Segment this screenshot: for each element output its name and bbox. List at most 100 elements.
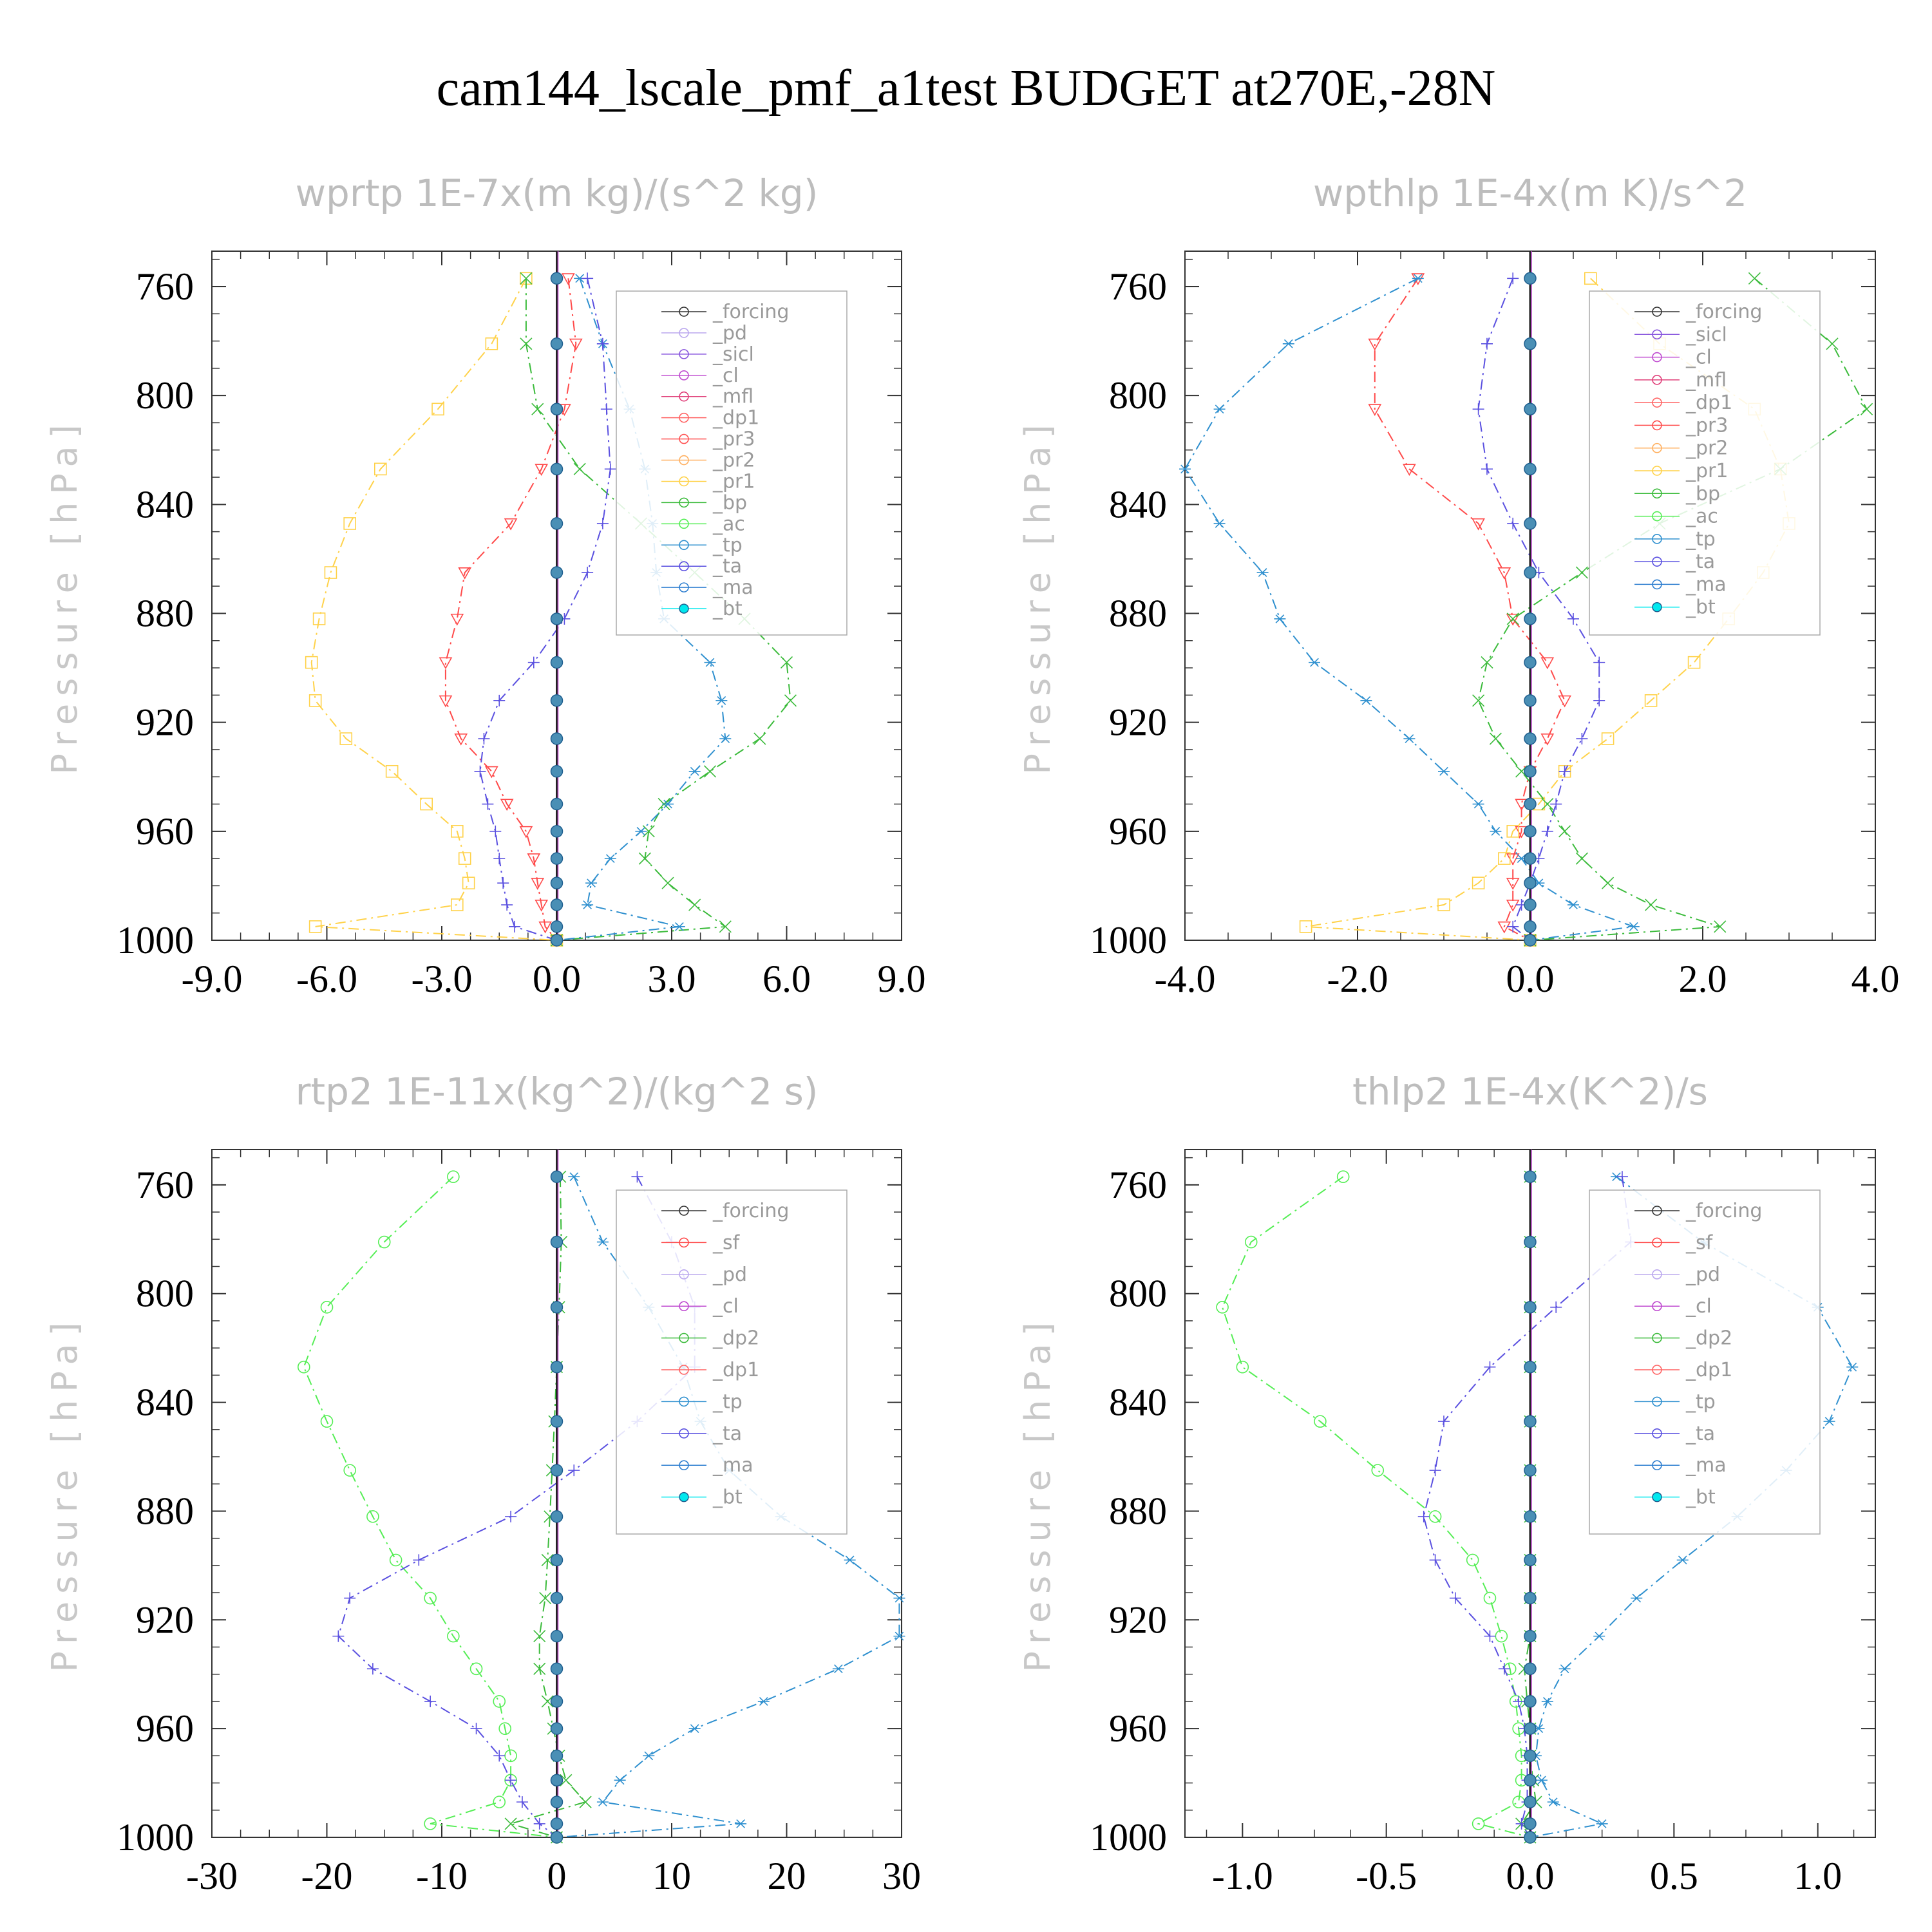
- legend-marker: [679, 412, 689, 423]
- zero-series-marker: [1524, 566, 1537, 579]
- legend-label: _tp: [712, 1390, 743, 1413]
- data-point-dp1: [493, 1795, 506, 1808]
- data-point-pr3: [450, 613, 464, 626]
- data-point-ta: [482, 798, 494, 810]
- y-tick-label: 800: [1109, 374, 1167, 417]
- data-point-bp: [661, 876, 674, 889]
- data-point-tp: [715, 696, 728, 705]
- zero-series-marker: [550, 1722, 564, 1735]
- data-point-pr1: [312, 612, 326, 625]
- data-point-tp: [585, 878, 598, 888]
- legend-label: _ac: [712, 513, 745, 535]
- data-point-pr3: [527, 853, 541, 866]
- zero-series-marker: [1524, 1629, 1537, 1643]
- legend-label: _dp1: [712, 1359, 759, 1381]
- zero-series-marker: [550, 1817, 564, 1830]
- data-point-tp: [1541, 1697, 1553, 1706]
- data-point-pr3: [538, 921, 553, 934]
- legend-box: [616, 1189, 848, 1535]
- data-point-tp: [1547, 1797, 1559, 1806]
- zero-series-marker: [1524, 1235, 1537, 1249]
- legend-label: _cl: [1685, 1295, 1712, 1318]
- data-point-pr3: [531, 878, 545, 890]
- legend-label: _sf: [712, 1231, 741, 1254]
- data-point-pr1: [1437, 898, 1450, 911]
- legend-label: _pr3: [712, 428, 755, 451]
- legend-label: _sicl: [1685, 323, 1727, 346]
- data-point-tp: [1360, 696, 1372, 705]
- data-point-ta: [1593, 656, 1605, 668]
- x-tick-label: -2.0: [1327, 958, 1388, 1000]
- data-point-pr3: [1411, 273, 1425, 285]
- legend-label: _bt: [1685, 596, 1716, 619]
- data-point-ta: [1576, 733, 1588, 745]
- data-point-tp: [604, 854, 616, 863]
- data-point-pr3: [484, 766, 498, 779]
- data-point-ta: [1507, 517, 1519, 529]
- data-point-ta: [509, 920, 521, 933]
- legend-label: _cl: [1685, 346, 1712, 369]
- data-point-pr3: [535, 900, 549, 912]
- legend-marker: [679, 1332, 689, 1343]
- data-point-pr1: [339, 732, 353, 745]
- x-tick-label: 0.0: [533, 958, 581, 1000]
- y-tick-label: 800: [1109, 1273, 1167, 1315]
- legend-marker: [679, 561, 689, 572]
- data-point-ta: [505, 1774, 517, 1786]
- zero-series-marker: [550, 852, 564, 865]
- data-point-tp: [568, 1172, 580, 1182]
- legend-marker: [1652, 1301, 1662, 1311]
- legend-marker: [679, 1237, 689, 1248]
- legend-box: [1589, 1189, 1821, 1535]
- legend-marker: [679, 540, 689, 551]
- zero-series-marker: [550, 1510, 564, 1523]
- zero-series-marker: [1524, 934, 1537, 947]
- data-point-pr3: [1497, 921, 1511, 934]
- data-point-pr3: [1506, 613, 1520, 626]
- x-tick-label: 10: [652, 1855, 691, 1897]
- data-point-bp: [784, 694, 797, 707]
- legend-marker: [679, 497, 689, 508]
- x-tick-label: -0.5: [1356, 1855, 1417, 1897]
- data-point-dp1: [447, 1629, 460, 1643]
- data-point-ta: [596, 337, 609, 350]
- data-point-ta: [533, 1817, 545, 1830]
- data-point-tp: [1412, 274, 1424, 283]
- legend-label: _bt: [712, 598, 743, 620]
- legend-marker: [1652, 556, 1662, 567]
- legend-marker: [1652, 466, 1662, 476]
- data-point-tp: [662, 799, 674, 809]
- zero-series-marker: [1524, 898, 1537, 911]
- data-point-pr1: [431, 402, 444, 416]
- data-point-pr3: [1540, 734, 1555, 746]
- zero-series-marker: [1524, 1817, 1537, 1830]
- legend-label: _pd: [1685, 1264, 1720, 1286]
- y-tick-label: 920: [1109, 1598, 1167, 1641]
- zero-series-marker: [550, 1695, 564, 1708]
- data-point-ta: [1507, 920, 1519, 933]
- legend-marker: [679, 391, 689, 402]
- data-point-ta: [1472, 403, 1484, 415]
- y-tick-label: 760: [136, 265, 194, 308]
- data-point-ta: [493, 1750, 506, 1762]
- data-point-ta: [1567, 612, 1579, 625]
- legend-label: _tp: [1685, 528, 1716, 551]
- y-tick-label: 840: [1109, 483, 1167, 526]
- legend-marker: [679, 1206, 689, 1216]
- legend-marker: [1652, 1396, 1662, 1407]
- y-tick-label: 880: [136, 1490, 194, 1532]
- legend-label: _forcing: [712, 301, 789, 323]
- data-point-ta: [527, 656, 540, 668]
- zero-series-marker: [550, 732, 564, 745]
- zero-series-marker: [1524, 852, 1537, 865]
- data-point-ta: [582, 567, 594, 579]
- data-point-tp: [1282, 339, 1294, 348]
- zero-series-marker: [550, 765, 564, 778]
- data-point-tp: [1823, 1417, 1835, 1426]
- data-point-ta: [596, 517, 609, 529]
- zero-series-marker: [1524, 1591, 1537, 1605]
- data-point-ta: [493, 853, 506, 865]
- data-point-dp2: [504, 1817, 517, 1830]
- data-point-pr3: [569, 338, 583, 351]
- zero-series-marker: [550, 272, 564, 285]
